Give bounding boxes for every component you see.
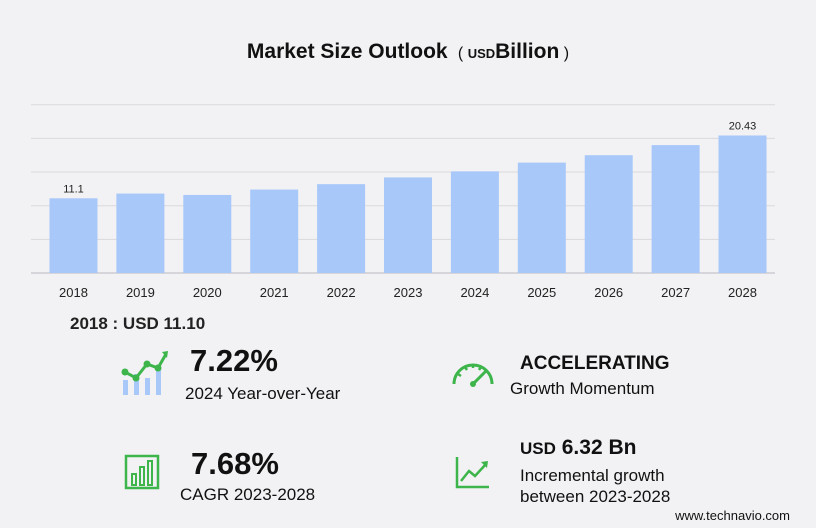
base-year-value: 2018 : USD 11.10 [70, 314, 206, 333]
x-tick-label-2025: 2025 [527, 285, 556, 300]
yoy-label: 2024 Year-over-Year [185, 384, 341, 403]
bar-2021 [250, 189, 299, 273]
incremental-value: USD 6.32 Bn [520, 436, 637, 459]
bar-chart-icon [124, 454, 160, 495]
x-tick-label-2027: 2027 [661, 285, 690, 300]
x-tick-label-2024: 2024 [460, 285, 489, 300]
x-tick-label-2021: 2021 [260, 285, 289, 300]
bar-2027 [651, 145, 700, 273]
cagr-label: CAGR 2023-2028 [180, 485, 316, 504]
x-tick-label-2022: 2022 [327, 285, 356, 300]
x-tick-label-2023: 2023 [394, 285, 423, 300]
x-tick-label-2018: 2018 [59, 285, 88, 300]
speedometer-icon [450, 356, 496, 393]
bar-2028 [718, 135, 767, 273]
data-label-2018: 11.1 [63, 183, 84, 195]
cagr-value: 7.68% [191, 446, 279, 481]
incremental-label-2: between 2023-2028 [520, 487, 671, 506]
data-label-2028: 20.43 [729, 120, 757, 132]
bar-2025 [517, 162, 566, 273]
incremental-label-1: Incremental growth [520, 466, 665, 485]
growth-chart-icon [118, 350, 170, 403]
momentum-label: Growth Momentum [510, 379, 655, 398]
trend-line-icon [455, 455, 491, 494]
x-tick-label-2020: 2020 [193, 285, 222, 300]
bar-2022 [317, 184, 366, 273]
chart-title: Market Size Outlook ( USDBillion ) [0, 40, 816, 64]
yoy-value: 7.22% [190, 343, 278, 378]
footer-website: www.technavio.com [675, 508, 790, 523]
bar-2023 [384, 177, 432, 273]
x-tick-label-2028: 2028 [728, 285, 757, 300]
bar-2020 [183, 194, 232, 273]
momentum-value: ACCELERATING [520, 353, 670, 374]
bar-2018 [49, 198, 98, 273]
x-tick-label-2019: 2019 [126, 285, 155, 300]
bar-2024 [450, 171, 499, 273]
bar-2026 [584, 155, 633, 273]
title-main: Market Size Outlook [246, 40, 448, 63]
bar-2019 [116, 193, 165, 273]
x-tick-label-2026: 2026 [594, 285, 623, 300]
bar-chart: 2018 11.1 2019 2020 2021 2022 2023 2024 2025 2026… [31, 104, 775, 300]
title-unit: ( USDBillion ) [457, 40, 570, 63]
